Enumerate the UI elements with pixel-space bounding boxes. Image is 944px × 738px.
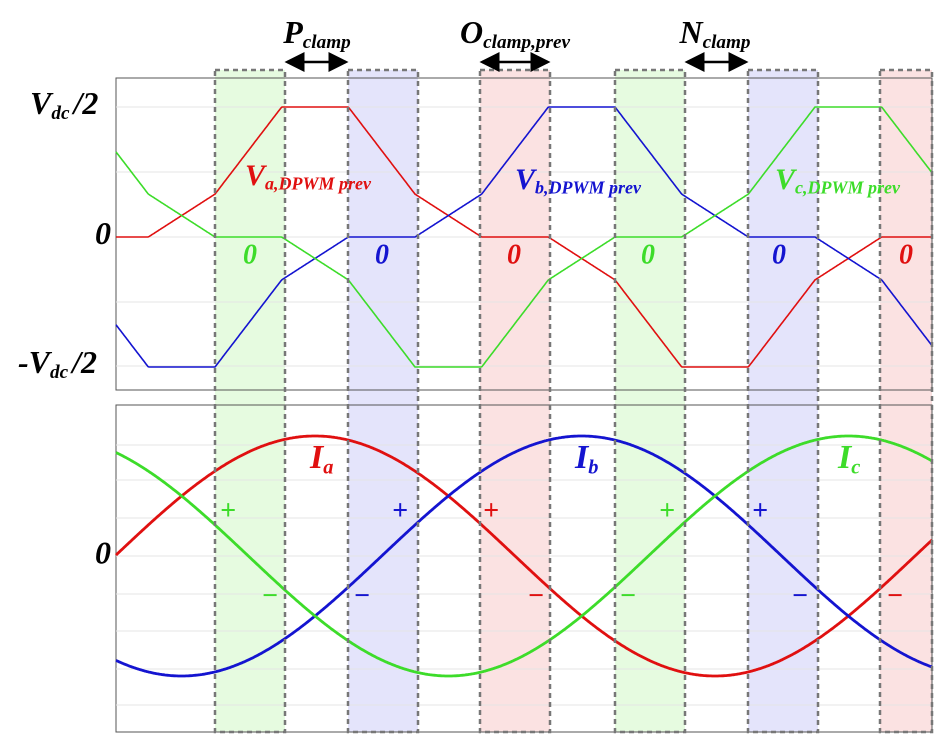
label-part: I bbox=[574, 439, 590, 476]
band-outline bbox=[878, 68, 934, 734]
label-part: c,DPWM prev bbox=[795, 178, 901, 198]
label: 0 bbox=[899, 239, 913, 270]
label-part: V bbox=[29, 344, 53, 380]
label: Ia bbox=[309, 439, 333, 478]
band bbox=[615, 70, 685, 732]
label-part: c bbox=[851, 456, 860, 478]
label: 0 bbox=[772, 239, 786, 270]
label-part: clamp bbox=[303, 32, 351, 53]
clamp-boxes bbox=[213, 68, 934, 734]
label: Ib bbox=[574, 439, 598, 478]
curves bbox=[115, 106, 933, 678]
label-part: dc bbox=[51, 103, 70, 124]
label: Vc,DPWM prev bbox=[775, 163, 901, 198]
band bbox=[215, 70, 285, 732]
label-part: V bbox=[245, 159, 268, 192]
voltage-curve bbox=[115, 106, 933, 368]
label: 0 bbox=[95, 215, 111, 251]
band-outline bbox=[613, 68, 687, 734]
label: − bbox=[887, 580, 904, 611]
band-outline bbox=[746, 68, 820, 734]
label: − bbox=[792, 580, 809, 611]
voltage-curve bbox=[115, 106, 933, 368]
label-part: dc bbox=[50, 362, 69, 383]
label-part: /2 bbox=[71, 85, 98, 121]
label-part: b bbox=[588, 456, 598, 478]
label-part: a bbox=[323, 456, 333, 478]
label: Vdc/2 bbox=[30, 85, 98, 124]
label: + bbox=[659, 495, 675, 526]
label: Nclamp bbox=[678, 14, 750, 53]
label: Oclamp,prev bbox=[460, 14, 570, 53]
label-part: clamp bbox=[703, 32, 751, 53]
label: − bbox=[354, 580, 371, 611]
label-part: I bbox=[309, 439, 325, 476]
current-curve bbox=[115, 434, 933, 678]
label: 0 bbox=[243, 239, 257, 270]
label: + bbox=[752, 495, 768, 526]
current-curve bbox=[115, 434, 933, 678]
label-part: b,DPWM prev bbox=[535, 178, 642, 198]
label: -Vdc/2 bbox=[18, 344, 97, 383]
label: − bbox=[620, 580, 637, 611]
label-part: - bbox=[18, 344, 29, 380]
band-outline bbox=[213, 68, 287, 734]
label-part: V bbox=[775, 163, 798, 196]
band-outline bbox=[346, 68, 420, 734]
label-part: /2 bbox=[70, 344, 97, 380]
current-curve bbox=[115, 434, 933, 678]
label-part: 0 bbox=[95, 215, 111, 251]
label: + bbox=[483, 495, 499, 526]
label: 0 bbox=[641, 239, 655, 270]
label: + bbox=[392, 495, 408, 526]
voltage-curve bbox=[116, 106, 932, 368]
label: Va,DPWM prev bbox=[245, 159, 372, 194]
label-part: V bbox=[30, 85, 54, 121]
clamp-bands bbox=[215, 70, 932, 732]
label: + bbox=[220, 495, 236, 526]
label: 0 bbox=[375, 239, 389, 270]
label: Pclamp bbox=[282, 14, 351, 53]
label: 0 bbox=[95, 534, 111, 570]
label-part: O bbox=[460, 14, 483, 50]
label-part: P bbox=[282, 14, 303, 50]
labels: Pclamp Oclamp,prev NclampVdc/20-Vdc/20Va,D… bbox=[18, 14, 913, 611]
label: 0 bbox=[507, 239, 521, 270]
band bbox=[348, 70, 418, 732]
band bbox=[880, 70, 932, 732]
label: − bbox=[262, 580, 279, 611]
label-part: V bbox=[515, 163, 538, 196]
band-outline bbox=[478, 68, 552, 734]
label-part: clamp,prev bbox=[483, 32, 570, 53]
label: − bbox=[528, 580, 545, 611]
label: Ic bbox=[837, 439, 860, 478]
label-part: N bbox=[678, 14, 704, 50]
label-part: a,DPWM prev bbox=[265, 174, 372, 194]
label-part: I bbox=[837, 439, 853, 476]
label: Vb,DPWM prev bbox=[515, 163, 642, 198]
